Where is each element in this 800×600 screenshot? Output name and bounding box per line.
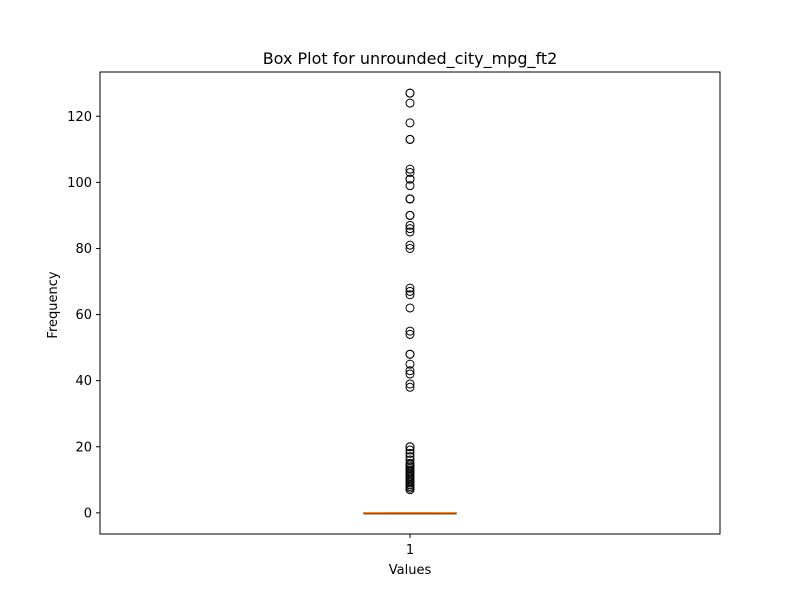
y-axis: 0 20 40 60 80 100 120 (67, 110, 100, 521)
outlier-point (405, 181, 415, 191)
outlier-point (405, 224, 415, 234)
outlier-point (405, 359, 415, 369)
outlier-point (405, 220, 415, 230)
outlier-point (405, 326, 415, 336)
chart-title: Box Plot for unrounded_city_mpg_ft2 (263, 49, 558, 69)
x-axis-label: Values (389, 563, 432, 578)
outlier-point (405, 329, 415, 339)
y-tick-label: 60 (75, 308, 92, 323)
outlier-point (405, 283, 415, 293)
y-tick-label: 100 (67, 176, 92, 191)
outlier-point (405, 227, 415, 237)
box-element (363, 512, 457, 515)
x-axis: 1 (406, 534, 414, 558)
outlier-point (405, 98, 415, 108)
outlier-point (405, 369, 415, 379)
y-tick-label: 40 (75, 374, 92, 389)
y-axis-label: Frequency (46, 271, 61, 338)
outlier-point (405, 118, 415, 128)
outlier-point (405, 88, 415, 98)
y-tick-label: 120 (67, 110, 92, 125)
y-tick-label: 0 (84, 506, 92, 521)
y-tick-label: 20 (75, 440, 92, 455)
outlier-point (405, 164, 415, 174)
outlier-point (405, 243, 415, 253)
outlier-point (405, 485, 415, 495)
outlier-point (405, 303, 415, 313)
y-tick-label: 80 (75, 242, 92, 257)
outlier-point (405, 134, 415, 144)
outlier-point (405, 210, 415, 220)
outlier-point (405, 286, 415, 296)
outlier-point (405, 379, 415, 389)
outlier-point (405, 194, 415, 204)
outlier-point (405, 167, 415, 177)
x-tick-label: 1 (406, 543, 414, 558)
outlier-point (405, 445, 415, 455)
outliers (405, 88, 415, 495)
outlier-point (405, 349, 415, 359)
outlier-point (405, 448, 415, 458)
outlier-point (405, 240, 415, 250)
outlier-point (405, 382, 415, 392)
outlier-point (405, 290, 415, 300)
outlier-point (405, 174, 415, 184)
outlier-point (405, 366, 415, 376)
outlier-point (405, 442, 415, 452)
